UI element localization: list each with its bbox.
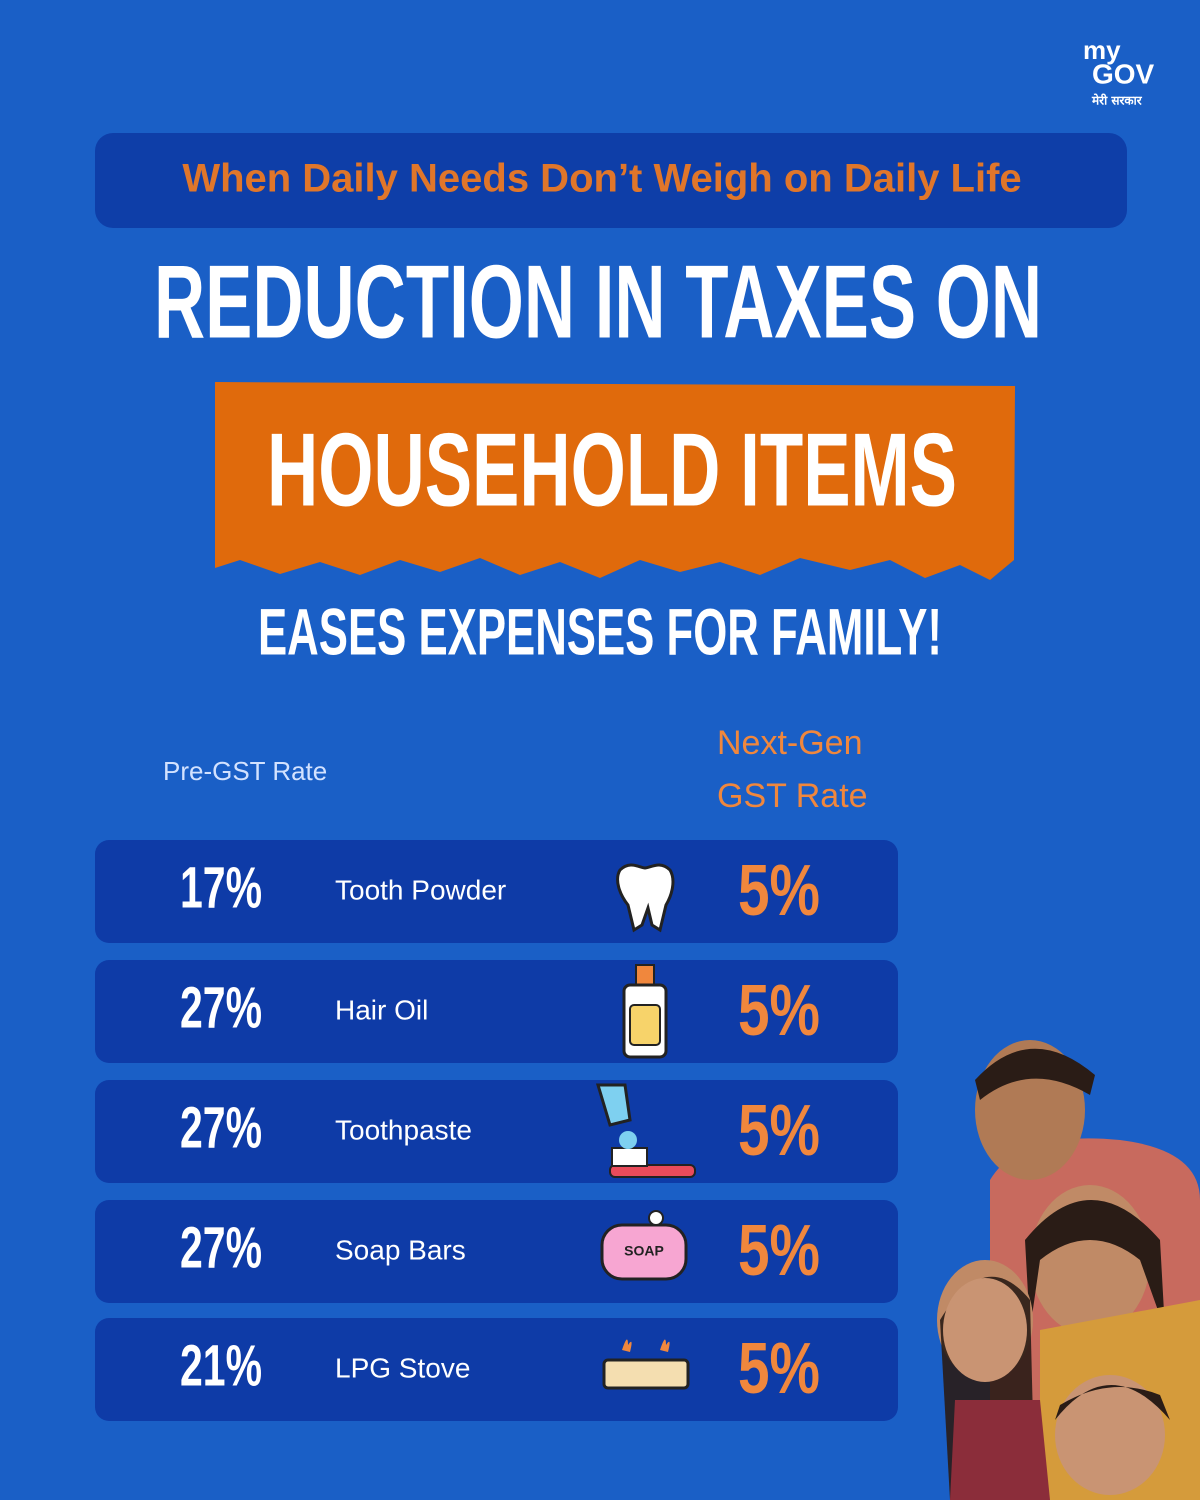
- header-new: GST Rate: [717, 777, 868, 815]
- new-rate: 5%: [738, 851, 820, 931]
- item-name: Soap Bars: [335, 1234, 466, 1265]
- old-rate: 21%: [180, 1333, 262, 1398]
- item-name: Tooth Powder: [335, 874, 506, 905]
- table-row: [95, 1200, 898, 1303]
- old-rate: 17%: [180, 855, 262, 920]
- headline-line3: EASES EXPENSES FOR FAMILY!: [258, 594, 942, 668]
- new-rate: 5%: [738, 971, 820, 1051]
- old-rate: 27%: [180, 1215, 262, 1280]
- new-rate: 5%: [738, 1211, 820, 1291]
- table-row: [95, 1080, 898, 1183]
- table-row: [95, 960, 898, 1063]
- item-name: LPG Stove: [335, 1352, 470, 1383]
- banner-box: [95, 133, 1127, 228]
- new-rate: 5%: [738, 1329, 820, 1409]
- logo-gov: GOV: [1092, 58, 1155, 89]
- header-new: Next-Gen: [717, 724, 863, 762]
- svg-text:SOAP: SOAP: [624, 1243, 664, 1259]
- banner-text: When Daily Needs Don’t Weigh on Daily Li…: [182, 157, 1021, 201]
- logo-my: my: [1083, 35, 1121, 65]
- new-rate: 5%: [738, 1091, 820, 1171]
- icon-stove: [602, 1339, 690, 1390]
- icon-toothpaste: [595, 1083, 696, 1178]
- headline-line1: REDUCTION IN TAXES ON: [154, 244, 1042, 360]
- icon-soap: SOAP: [600, 1210, 688, 1281]
- header-old: Pre-GST Rate: [163, 756, 327, 786]
- table-row: [95, 1318, 898, 1421]
- family-photo: [937, 1040, 1200, 1500]
- old-rate: 27%: [180, 1095, 262, 1160]
- table-row: [95, 840, 898, 943]
- icon-tooth: [616, 863, 675, 933]
- logo-tagline: मेरी सरकार: [1091, 94, 1143, 108]
- highlight-band: [215, 382, 1015, 580]
- icon-oil: [622, 964, 668, 1059]
- item-name: Hair Oil: [335, 994, 428, 1025]
- headline-highlight: HOUSEHOLD ITEMS: [267, 412, 957, 528]
- old-rate: 27%: [180, 975, 262, 1040]
- item-name: Toothpaste: [335, 1114, 472, 1145]
